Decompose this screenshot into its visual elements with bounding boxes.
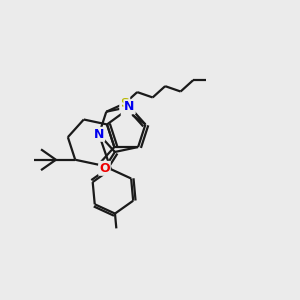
- Text: O: O: [99, 162, 110, 175]
- Text: N: N: [94, 128, 104, 141]
- Text: N: N: [124, 100, 135, 113]
- Text: S: S: [122, 104, 131, 117]
- Text: S: S: [120, 97, 129, 110]
